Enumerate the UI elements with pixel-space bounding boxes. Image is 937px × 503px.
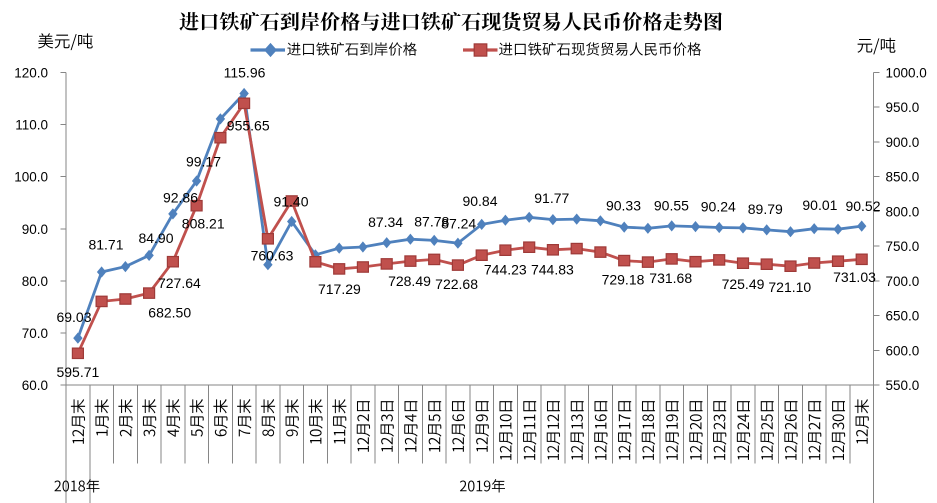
svg-text:70.0: 70.0 xyxy=(22,326,48,341)
svg-text:808.21: 808.21 xyxy=(182,215,225,231)
svg-text:728.49: 728.49 xyxy=(388,273,431,289)
svg-text:69.03: 69.03 xyxy=(56,309,91,325)
svg-text:100.0: 100.0 xyxy=(14,170,48,185)
svg-text:90.55: 90.55 xyxy=(654,197,689,213)
svg-text:89.79: 89.79 xyxy=(748,201,783,217)
svg-text:595.71: 595.71 xyxy=(56,364,99,380)
svg-text:950.0: 950.0 xyxy=(886,100,920,115)
svg-text:721.10: 721.10 xyxy=(768,279,811,295)
svg-text:90.52: 90.52 xyxy=(845,198,880,214)
svg-text:725.49: 725.49 xyxy=(722,276,765,292)
svg-text:600.0: 600.0 xyxy=(886,343,920,358)
svg-text:550.0: 550.0 xyxy=(886,378,920,393)
svg-text:729.18: 729.18 xyxy=(602,272,645,288)
svg-text:84.90: 84.90 xyxy=(138,230,173,246)
svg-text:87.24: 87.24 xyxy=(441,216,476,232)
svg-text:717.29: 717.29 xyxy=(318,281,361,297)
svg-text:850.0: 850.0 xyxy=(886,170,920,185)
svg-text:90.24: 90.24 xyxy=(701,199,736,215)
svg-text:87.34: 87.34 xyxy=(368,214,403,230)
svg-text:727.64: 727.64 xyxy=(158,275,201,291)
svg-text:744.23: 744.23 xyxy=(484,262,527,278)
svg-text:110.0: 110.0 xyxy=(15,118,48,133)
svg-text:90.33: 90.33 xyxy=(606,198,641,214)
svg-text:731.03: 731.03 xyxy=(833,269,876,285)
svg-text:90.84: 90.84 xyxy=(462,193,497,209)
svg-text:900.0: 900.0 xyxy=(886,135,920,150)
svg-text:682.50: 682.50 xyxy=(148,305,191,321)
svg-text:1000.0: 1000.0 xyxy=(886,66,927,81)
svg-text:91.40: 91.40 xyxy=(273,193,308,209)
svg-text:81.71: 81.71 xyxy=(88,236,123,252)
svg-text:90.0: 90.0 xyxy=(22,222,48,237)
svg-text:80.0: 80.0 xyxy=(22,274,48,289)
svg-text:87.78: 87.78 xyxy=(414,213,449,229)
svg-text:744.83: 744.83 xyxy=(531,262,574,278)
svg-text:955.65: 955.65 xyxy=(227,118,270,134)
svg-text:722.68: 722.68 xyxy=(435,276,478,292)
svg-text:800.0: 800.0 xyxy=(886,204,920,219)
svg-text:99.17: 99.17 xyxy=(186,154,221,170)
svg-text:60.0: 60.0 xyxy=(22,378,48,393)
svg-text:750.0: 750.0 xyxy=(886,239,920,254)
svg-text:760.63: 760.63 xyxy=(251,247,294,263)
svg-text:731.68: 731.68 xyxy=(649,270,692,286)
svg-text:650.0: 650.0 xyxy=(886,309,920,324)
svg-text:700.0: 700.0 xyxy=(886,274,920,289)
svg-text:92.86: 92.86 xyxy=(163,190,198,206)
svg-text:90.01: 90.01 xyxy=(802,197,837,213)
svg-text:115.96: 115.96 xyxy=(224,64,266,80)
svg-text:91.77: 91.77 xyxy=(534,190,569,206)
svg-text:120.0: 120.0 xyxy=(14,66,48,81)
